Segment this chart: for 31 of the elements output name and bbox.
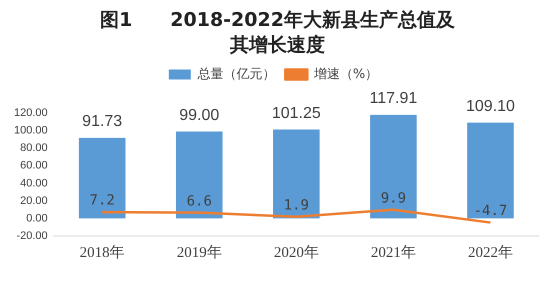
data-label: 117.91: [370, 90, 418, 108]
y-tick-label: 100.00: [14, 124, 48, 137]
y-tick-label: -20.00: [16, 230, 48, 242]
legend-label: 总量（亿元）: [196, 66, 276, 82]
data-label: 1.9: [284, 197, 309, 214]
x-tick-label: 2018年: [80, 244, 125, 261]
data-label: 91.73: [82, 113, 122, 130]
data-label: 9.9: [380, 190, 406, 206]
x-tick-label: 2019年: [176, 244, 222, 261]
data-label: 99.00: [179, 106, 220, 124]
data-label: 7.2: [90, 192, 115, 209]
bar: [273, 129, 320, 218]
chart-title: 图1 2018-2022年大新县生产总值及其增长速度: [99, 8, 456, 58]
y-tick-label: 20.00: [20, 194, 48, 207]
data-label: 109.10: [466, 98, 516, 115]
data-label: 101.25: [272, 104, 321, 122]
x-tick-label: 2022年: [468, 244, 513, 261]
y-tick-label: 120.00: [14, 107, 48, 120]
bar: [78, 138, 126, 218]
bar: [176, 131, 223, 218]
y-tick-label: 40.00: [20, 177, 48, 190]
bar: [467, 122, 514, 218]
y-tick-label: 0.00: [26, 212, 48, 224]
x-tick-label: 2020年: [274, 244, 319, 261]
x-tick-label: 2021年: [370, 244, 416, 261]
legend-label: 增速（%）: [312, 66, 378, 82]
bar: [370, 114, 417, 218]
y-tick-label: 60.00: [20, 160, 48, 172]
y-tick-label: 80.00: [20, 142, 48, 154]
data-label: -4.7: [474, 203, 508, 220]
data-label: 6.6: [186, 193, 212, 210]
